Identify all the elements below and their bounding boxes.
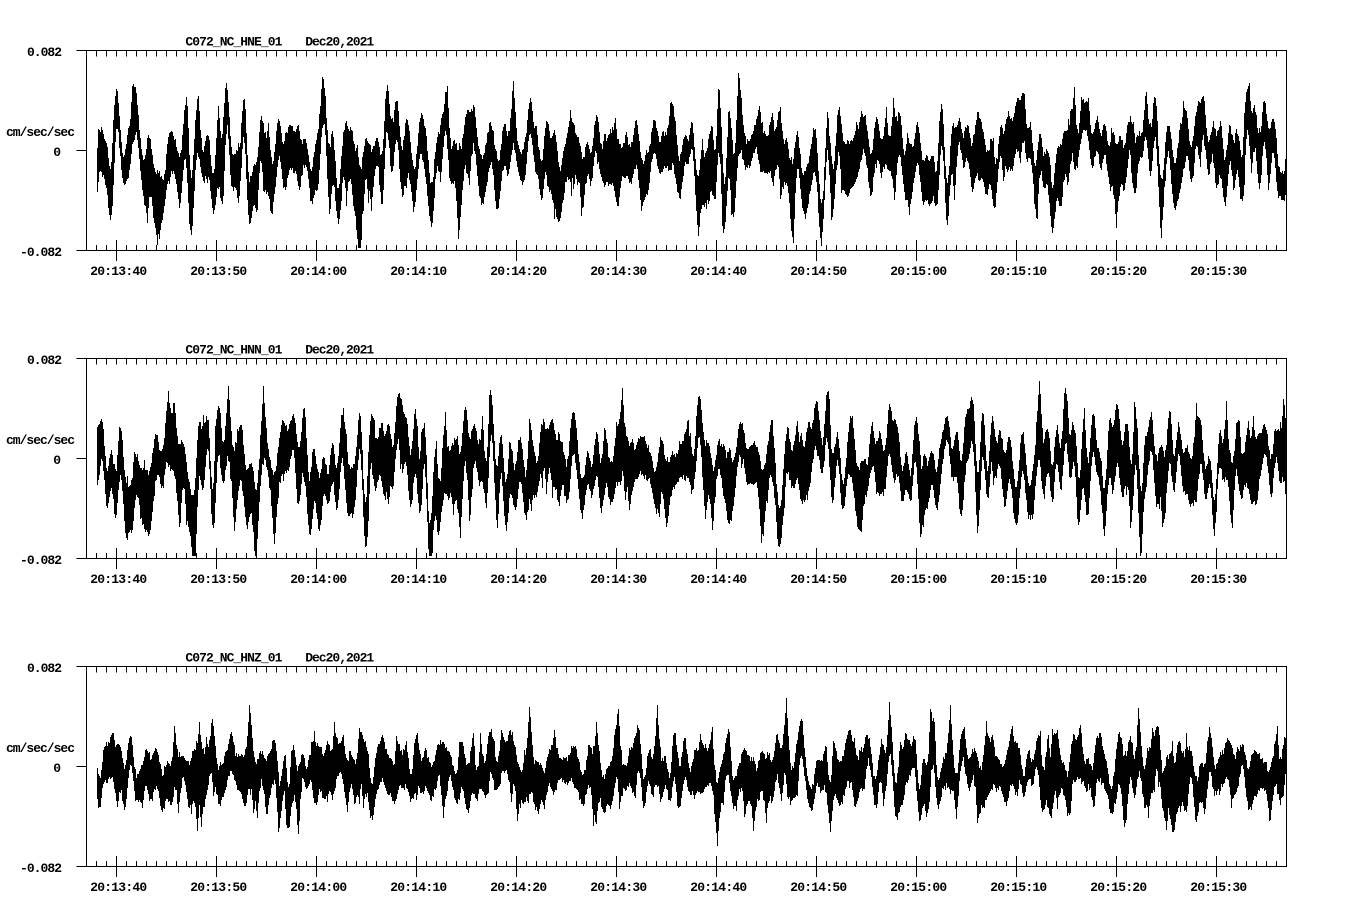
svg-text:0.082: 0.082 [27,353,62,368]
svg-text:20:13:40: 20:13:40 [90,572,147,587]
svg-text:20:15:00: 20:15:00 [890,264,947,279]
svg-text:20:14:00: 20:14:00 [290,572,347,587]
svg-text:20:14:00: 20:14:00 [290,264,347,279]
svg-text:C072_NC_HNZ_01: C072_NC_HNZ_01 [185,651,282,666]
svg-text:Dec20,2021: Dec20,2021 [305,343,374,358]
svg-text:20:14:10: 20:14:10 [390,264,447,279]
svg-text:20:14:20: 20:14:20 [490,264,547,279]
svg-text:Dec20,2021: Dec20,2021 [305,35,374,50]
svg-text:20:15:10: 20:15:10 [990,572,1047,587]
svg-text:20:14:30: 20:14:30 [590,880,647,895]
svg-text:20:15:10: 20:15:10 [990,880,1047,895]
svg-text:20:14:30: 20:14:30 [590,264,647,279]
svg-text:0.082: 0.082 [27,661,62,676]
svg-text:20:15:30: 20:15:30 [1190,264,1247,279]
svg-text:20:13:50: 20:13:50 [190,572,247,587]
svg-text:20:13:40: 20:13:40 [90,264,147,279]
svg-text:-0.082: -0.082 [20,861,62,876]
svg-text:20:14:20: 20:14:20 [490,880,547,895]
svg-text:C072_NC_HNN_01: C072_NC_HNN_01 [185,343,282,358]
svg-text:20:14:10: 20:14:10 [390,880,447,895]
svg-text:0: 0 [53,761,61,776]
svg-text:cm/sec/sec: cm/sec/sec [6,741,75,756]
svg-text:20:14:50: 20:14:50 [790,880,847,895]
svg-text:-0.082: -0.082 [20,553,62,568]
svg-text:C072_NC_HNE_01: C072_NC_HNE_01 [185,35,282,50]
svg-text:20:15:00: 20:15:00 [890,572,947,587]
svg-text:20:14:40: 20:14:40 [690,880,747,895]
svg-text:20:15:20: 20:15:20 [1090,264,1147,279]
svg-text:0: 0 [53,453,61,468]
svg-text:20:15:20: 20:15:20 [1090,572,1147,587]
svg-text:20:13:50: 20:13:50 [190,264,247,279]
svg-text:Dec20,2021: Dec20,2021 [305,651,374,666]
svg-text:20:14:40: 20:14:40 [690,572,747,587]
svg-text:0.082: 0.082 [27,45,62,60]
svg-text:20:14:10: 20:14:10 [390,572,447,587]
svg-text:20:14:40: 20:14:40 [690,264,747,279]
svg-text:20:14:20: 20:14:20 [490,572,547,587]
svg-text:20:14:50: 20:14:50 [790,264,847,279]
svg-text:20:15:10: 20:15:10 [990,264,1047,279]
svg-text:20:14:30: 20:14:30 [590,572,647,587]
svg-text:-0.082: -0.082 [20,245,62,260]
svg-text:20:13:50: 20:13:50 [190,880,247,895]
svg-text:20:15:00: 20:15:00 [890,880,947,895]
svg-text:20:14:50: 20:14:50 [790,572,847,587]
svg-text:20:13:40: 20:13:40 [90,880,147,895]
svg-text:cm/sec/sec: cm/sec/sec [6,433,75,448]
svg-text:20:15:30: 20:15:30 [1190,572,1247,587]
svg-text:cm/sec/sec: cm/sec/sec [6,125,75,140]
svg-text:20:15:20: 20:15:20 [1090,880,1147,895]
svg-text:20:14:00: 20:14:00 [290,880,347,895]
svg-text:20:15:30: 20:15:30 [1190,880,1247,895]
svg-text:0: 0 [53,145,61,160]
